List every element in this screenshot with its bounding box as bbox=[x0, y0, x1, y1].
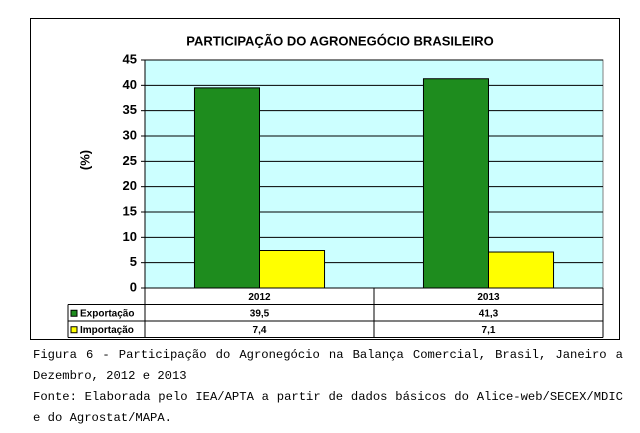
y-tick-label: 35 bbox=[123, 102, 137, 117]
y-tick-label: 45 bbox=[123, 51, 137, 66]
value-label: 7,4 bbox=[253, 325, 267, 336]
bar bbox=[488, 251, 555, 289]
chart: PARTICIPAÇÃO DO AGRONEGÓCIO BRASILEIRO (… bbox=[30, 18, 620, 340]
y-tick-label: 15 bbox=[123, 203, 137, 218]
y-tick-label: 5 bbox=[130, 254, 137, 269]
bar bbox=[259, 250, 326, 289]
bar bbox=[422, 78, 489, 289]
bar bbox=[193, 87, 261, 289]
value-label: 7,1 bbox=[482, 325, 496, 336]
x-tick-label: 2012 bbox=[248, 292, 271, 303]
y-tick-label: 30 bbox=[123, 127, 137, 142]
figure-source: Fonte: Elaborada pelo IEA/APTA a partir … bbox=[33, 390, 623, 425]
y-tick-label: 25 bbox=[123, 153, 137, 168]
y-tick-label: 10 bbox=[123, 229, 137, 244]
legend-key bbox=[70, 326, 78, 334]
y-tick-label: 40 bbox=[123, 77, 137, 92]
legend-key bbox=[70, 309, 78, 317]
legend-label: Exportação bbox=[80, 308, 134, 319]
legend-label: Importação bbox=[80, 325, 134, 336]
value-label: 41,3 bbox=[479, 308, 499, 319]
chart-title: PARTICIPAÇÃO DO AGRONEGÓCIO BRASILEIRO bbox=[186, 33, 493, 48]
y-tick-label: 20 bbox=[123, 178, 137, 193]
y-tick-label: 0 bbox=[130, 279, 137, 294]
figure-caption: Figura 6 - Participação do Agronegócio n… bbox=[33, 348, 623, 383]
y-axis-label: (%) bbox=[77, 150, 92, 170]
x-tick-label: 2013 bbox=[477, 292, 500, 303]
value-label: 39,5 bbox=[250, 308, 270, 319]
